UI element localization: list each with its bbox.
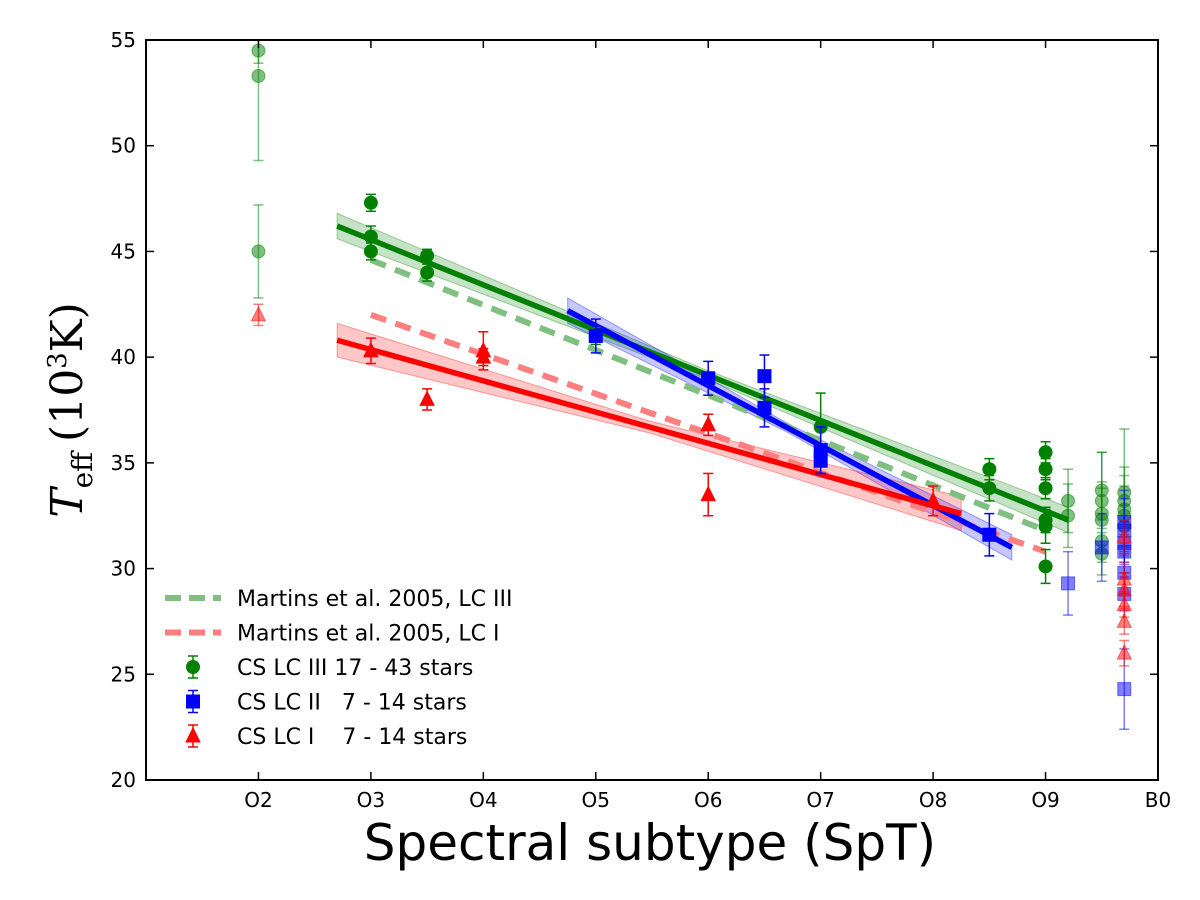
data-point-circle	[363, 195, 378, 210]
legend-marker-square	[186, 694, 200, 709]
legend-label: CS LC II 7 - 14 stars	[237, 691, 467, 716]
data-point-triangle	[475, 348, 492, 364]
fit-bands	[336, 212, 1069, 561]
legend-label: CS LC III 17 - 43 stars	[237, 656, 473, 681]
data-point-square	[1094, 540, 1109, 555]
data-point-triangle	[700, 485, 717, 502]
y-axis-label-unit-exp: 3	[43, 352, 73, 369]
x-tick-label: O5	[582, 788, 610, 812]
data-point-circle	[420, 248, 435, 263]
x-axis-ticks: O2 O3 O4 O5 O6 O7 O8 O9 B0	[244, 40, 1171, 812]
legend-marker-circle	[186, 660, 200, 674]
data-point-circle	[1038, 445, 1053, 460]
legend: Martins et al. 2005, LC III Martins et al…	[165, 587, 512, 750]
y-tick-label: 25	[111, 662, 136, 686]
data-point-triangle	[700, 415, 717, 432]
data-point-triangle	[419, 390, 435, 406]
data-point-square	[1061, 576, 1076, 591]
data-point-triangle	[1116, 527, 1133, 544]
data-point-circle	[982, 481, 997, 496]
y-tick-label: 35	[111, 451, 136, 475]
y-axis-label-symbol: T	[42, 485, 93, 518]
x-tick-label: O7	[806, 788, 834, 812]
data-point-circle	[1038, 462, 1053, 477]
legend-label: CS LC I 7 - 14 stars	[237, 725, 467, 750]
data-point-triangle	[925, 491, 941, 508]
data-point-triangle	[363, 341, 379, 358]
data-point-square	[1117, 682, 1132, 697]
legend-item: CS LC II 7 - 14 stars	[186, 689, 467, 716]
data-point-square	[757, 369, 772, 384]
y-axis-label: Teff (103K)	[42, 302, 99, 518]
data-point-circle	[251, 68, 266, 83]
x-axis-label: Spectral subtype (SpT)	[364, 814, 936, 872]
legend-item: Martins et al. 2005, LC III	[165, 587, 512, 612]
data-point-circle	[982, 462, 997, 477]
data-point-circle	[1038, 559, 1053, 574]
legend-item: CS LC I 7 - 14 stars	[185, 724, 467, 750]
legend-item: CS LC III 17 - 43 stars	[186, 655, 473, 681]
data-point-square	[813, 453, 828, 468]
y-tick-label: 20	[111, 768, 136, 792]
data-point-circle	[363, 229, 378, 244]
data-point-circle	[1038, 481, 1053, 496]
y-axis-label-unit-open: (10	[42, 369, 93, 442]
y-tick-label: 50	[111, 134, 136, 158]
y-tick-label: 55	[111, 28, 136, 52]
data-point-square	[588, 329, 603, 343]
x-tick-label: B0	[1145, 788, 1171, 812]
legend-marker-triangle	[185, 726, 201, 743]
data-point-triangle	[250, 305, 267, 322]
fit-line	[336, 337, 962, 517]
y-tick-label: 40	[111, 345, 136, 369]
data-point-circle	[1061, 508, 1076, 523]
y-tick-label: 45	[111, 239, 136, 263]
y-axis-label-unit-close: K)	[42, 302, 93, 352]
x-tick-label: O8	[919, 788, 947, 812]
data-point-triangle	[1116, 612, 1133, 628]
legend-label: Martins et al. 2005, LC I	[237, 622, 499, 647]
svg-text:Teff(103K): Teff (103K)	[42, 302, 99, 518]
legend-label: Martins et al. 2005, LC III	[237, 587, 512, 612]
x-tick-label: O3	[357, 788, 385, 812]
data-point-circle	[1038, 519, 1053, 534]
y-tick-label: 30	[111, 557, 136, 581]
data-point-triangle	[1116, 644, 1133, 660]
y-axis-ticks: 20 25 30 35 40 45 50 55	[111, 28, 1158, 792]
x-tick-label: O4	[469, 788, 497, 812]
x-tick-label: O9	[1031, 788, 1059, 812]
x-tick-label: O2	[244, 788, 272, 812]
data-point-square	[982, 527, 997, 542]
data-point-square	[757, 400, 772, 415]
data-points	[250, 40, 1133, 731]
data-point-circle	[251, 244, 266, 259]
plot-frame	[145, 39, 1159, 781]
x-tick-label: O6	[694, 788, 722, 812]
data-point-circle	[363, 244, 378, 259]
data-point-circle	[420, 265, 435, 280]
data-point-square	[701, 371, 716, 386]
y-axis-label-subscript: eff	[66, 450, 99, 489]
legend-item: Martins et al. 2005, LC I	[165, 622, 499, 647]
